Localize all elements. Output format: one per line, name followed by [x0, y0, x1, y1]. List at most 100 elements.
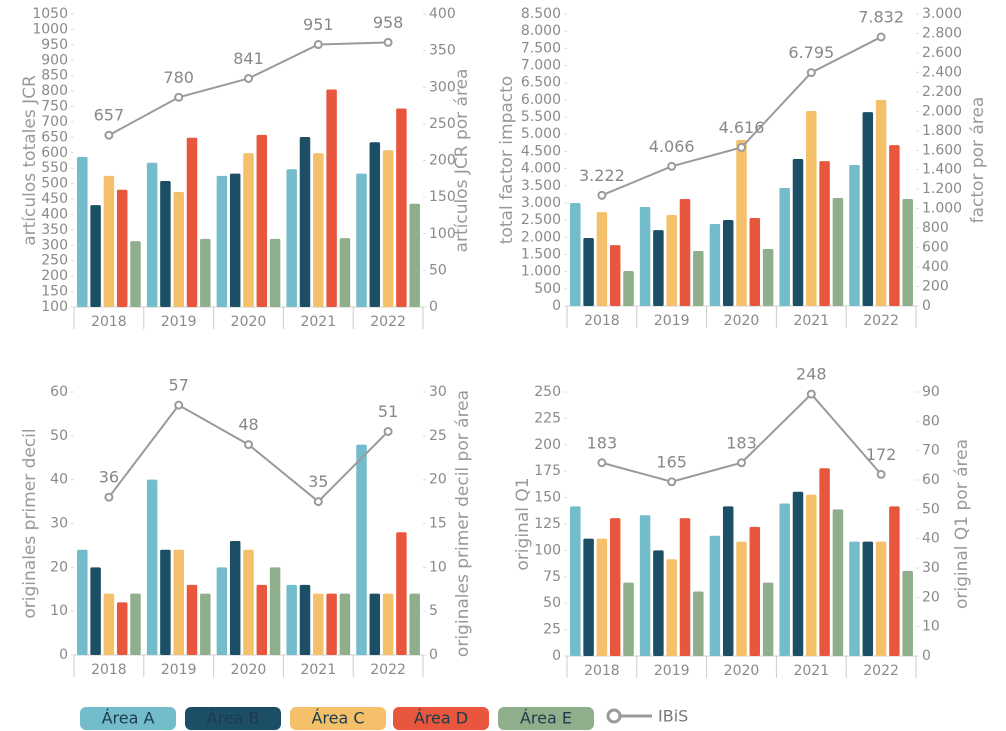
bar	[256, 134, 268, 307]
bar	[77, 549, 88, 655]
bar	[666, 559, 677, 656]
bar	[679, 518, 691, 656]
tick-label: 3.000	[521, 195, 561, 211]
bar	[596, 212, 608, 306]
data-label: 165	[656, 452, 687, 471]
bar	[623, 271, 634, 306]
tick-label: 350	[429, 43, 456, 59]
tick-label: 30	[50, 516, 68, 532]
bar	[792, 159, 804, 306]
bar	[90, 567, 101, 655]
ibis-point	[244, 73, 253, 83]
bar	[243, 549, 254, 655]
ibis-point	[383, 426, 393, 436]
tick-label: 400	[429, 6, 456, 22]
tick-label: 3.000	[922, 6, 962, 22]
data-label: 57	[169, 376, 189, 395]
bar	[779, 503, 790, 656]
data-label: 951	[303, 15, 334, 34]
bar	[103, 593, 115, 655]
bar	[609, 245, 621, 306]
tick-label: 15	[429, 516, 447, 532]
ibis-point	[737, 458, 746, 468]
bar	[326, 89, 337, 307]
tick-label: 300	[429, 79, 456, 95]
tick-label: 90	[922, 384, 940, 400]
tick-label: 800	[922, 220, 949, 236]
tick-label: 7.000	[521, 58, 561, 74]
bar	[679, 199, 691, 306]
ibis-point	[104, 130, 114, 140]
tick-label: 5.000	[521, 126, 561, 142]
data-label: 780	[163, 68, 194, 87]
bar	[173, 191, 184, 307]
tick-label: 0	[552, 298, 561, 314]
tick-label: 700	[41, 114, 68, 130]
tick-label: 2.000	[521, 229, 561, 245]
legend-swatch	[498, 707, 594, 730]
bar	[875, 541, 887, 656]
tick-label: 200	[534, 437, 561, 453]
ibis-point	[244, 440, 253, 450]
bar	[313, 153, 324, 307]
ibis-point	[597, 458, 607, 468]
bar	[819, 468, 830, 656]
legend-swatch	[393, 707, 489, 730]
legend-label: Área D	[414, 709, 468, 728]
bar	[722, 506, 734, 656]
ibis-point	[806, 389, 816, 399]
x-tick-label: 2019	[161, 314, 197, 330]
data-label: 6.795	[788, 43, 834, 62]
legend-label: Área E	[520, 709, 572, 728]
bar	[806, 494, 817, 656]
bar	[130, 593, 141, 655]
tick-label: 10	[429, 559, 447, 575]
bar	[356, 173, 367, 307]
y2-axis-title: artículos JCR por área	[452, 69, 472, 253]
bar	[200, 593, 211, 655]
tick-label: 20	[429, 472, 447, 488]
bar	[186, 584, 198, 655]
tick-label: 350	[41, 222, 68, 238]
tick-label: 600	[41, 145, 68, 161]
tick-label: 2.600	[922, 45, 962, 61]
bar	[243, 153, 254, 307]
ibis-point	[383, 37, 393, 47]
bar	[186, 137, 198, 307]
bar	[356, 444, 367, 655]
bar	[762, 249, 774, 306]
x-tick-label: 2019	[654, 313, 690, 329]
tick-label: 300	[41, 237, 68, 253]
bar	[286, 584, 297, 655]
bar	[849, 541, 860, 656]
tick-label: 950	[41, 37, 68, 53]
bar	[819, 161, 830, 306]
bar	[286, 169, 297, 307]
tick-label: 175	[534, 463, 561, 479]
tick-label: 30	[429, 384, 447, 400]
tick-label: 50	[429, 262, 447, 278]
bar	[736, 541, 747, 656]
tick-label: 2.200	[922, 84, 962, 100]
tick-label: 50	[922, 501, 940, 517]
tick-label: 3.500	[521, 178, 561, 194]
bar	[326, 593, 337, 655]
data-label: 48	[238, 415, 258, 434]
tick-label: 200	[429, 153, 456, 169]
bar	[382, 593, 394, 655]
tick-label: 7.500	[521, 40, 561, 56]
tick-label: 600	[922, 240, 949, 256]
tick-label: 70	[922, 443, 940, 459]
y-axis-title: total factor impacto	[497, 76, 517, 244]
ibis-point	[667, 161, 677, 171]
tick-label: 20	[50, 559, 68, 575]
bar	[77, 156, 88, 307]
legend-swatch	[80, 707, 176, 730]
ibis-point	[174, 400, 184, 410]
bar	[339, 238, 351, 307]
y-axis-title: originales primer decil	[20, 428, 40, 618]
bar	[762, 582, 774, 656]
bar	[639, 207, 651, 306]
tick-label: 5.500	[521, 109, 561, 125]
bar	[409, 203, 420, 307]
